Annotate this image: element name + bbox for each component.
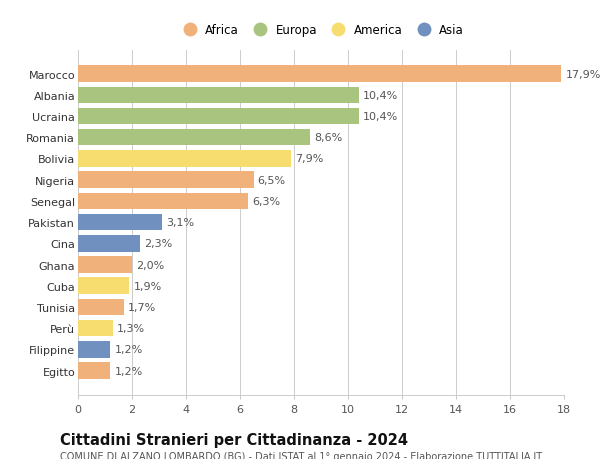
Text: Cittadini Stranieri per Cittadinanza - 2024: Cittadini Stranieri per Cittadinanza - 2… [60,432,408,448]
Text: 10,4%: 10,4% [363,112,398,122]
Bar [78,193,248,210]
Bar [78,278,130,294]
Text: 6,3%: 6,3% [252,196,280,207]
Text: 10,4%: 10,4% [363,90,398,101]
Text: 17,9%: 17,9% [565,69,600,79]
Text: 7,9%: 7,9% [295,154,324,164]
Text: 8,6%: 8,6% [314,133,343,143]
Bar [78,129,310,146]
Bar [78,257,132,273]
Text: 1,2%: 1,2% [115,345,143,355]
Text: 3,1%: 3,1% [166,218,194,228]
Text: 1,2%: 1,2% [115,366,143,376]
Bar [78,66,562,83]
Text: COMUNE DI ALZANO LOMBARDO (BG) - Dati ISTAT al 1° gennaio 2024 - Elaborazione TU: COMUNE DI ALZANO LOMBARDO (BG) - Dati IS… [60,451,542,459]
Text: 1,3%: 1,3% [117,324,145,334]
Bar [78,235,140,252]
Bar [78,87,359,104]
Bar [78,363,110,379]
Text: 2,0%: 2,0% [136,260,164,270]
Bar [78,214,162,231]
Bar [78,108,359,125]
Bar [78,172,254,189]
Bar [78,341,110,358]
Bar [78,320,113,337]
Text: 6,5%: 6,5% [257,175,286,185]
Text: 1,9%: 1,9% [133,281,161,291]
Text: 2,3%: 2,3% [144,239,172,249]
Text: 1,7%: 1,7% [128,302,156,312]
Bar [78,299,124,316]
Bar [78,151,292,168]
Legend: Africa, Europa, America, Asia: Africa, Europa, America, Asia [176,22,466,39]
